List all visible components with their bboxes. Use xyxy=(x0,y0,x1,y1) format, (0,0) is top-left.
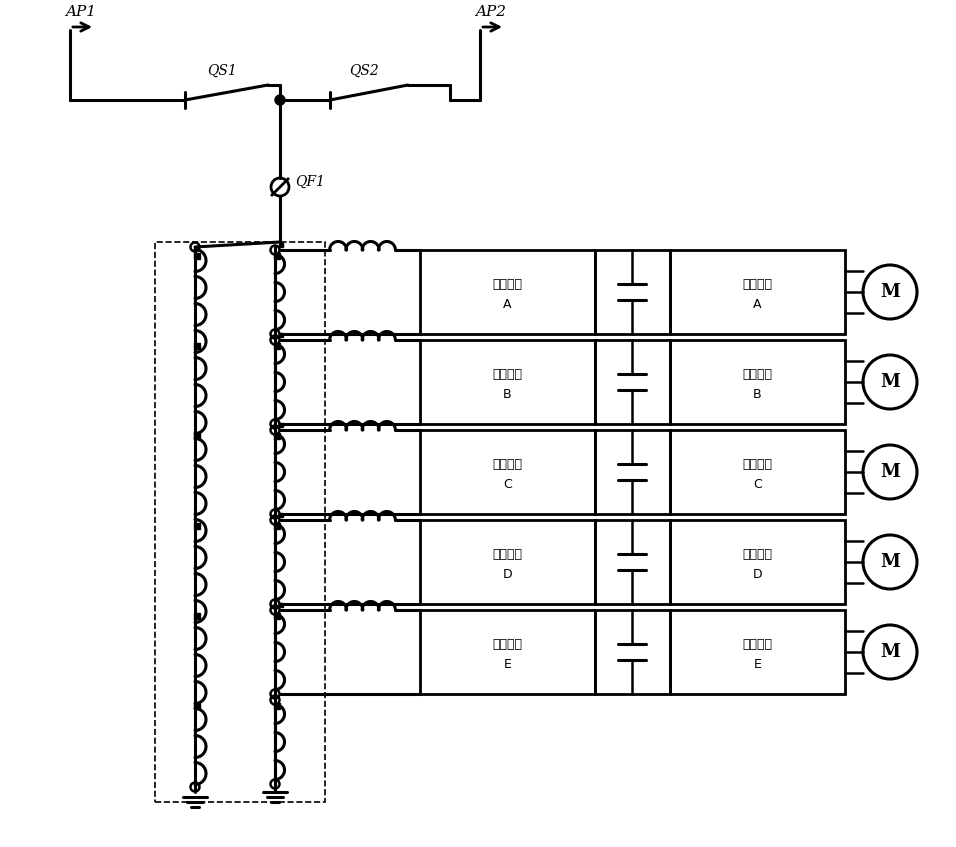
Bar xyxy=(420,610,595,694)
Text: D: D xyxy=(752,567,762,580)
Bar xyxy=(670,430,845,514)
Bar xyxy=(420,340,595,424)
Text: M: M xyxy=(880,643,900,661)
Bar xyxy=(670,610,845,694)
Bar xyxy=(155,242,325,802)
Bar xyxy=(595,340,670,424)
Bar xyxy=(420,430,595,514)
Text: E: E xyxy=(504,657,511,671)
Bar xyxy=(670,340,845,424)
Text: 逆变单元: 逆变单元 xyxy=(743,368,772,380)
Text: M: M xyxy=(880,553,900,571)
Text: AP2: AP2 xyxy=(475,5,506,19)
Bar xyxy=(420,250,595,334)
Text: M: M xyxy=(880,373,900,391)
Text: D: D xyxy=(503,567,512,580)
Text: AP1: AP1 xyxy=(65,5,96,19)
Bar xyxy=(595,610,670,694)
Text: QS2: QS2 xyxy=(349,64,379,78)
Bar xyxy=(420,520,595,604)
Text: B: B xyxy=(753,387,762,401)
Circle shape xyxy=(275,95,285,105)
Text: C: C xyxy=(503,478,511,490)
Text: 整流单元: 整流单元 xyxy=(492,368,523,380)
Bar xyxy=(670,520,845,604)
Text: QS1: QS1 xyxy=(207,64,237,78)
Text: 整流单元: 整流单元 xyxy=(492,638,523,650)
Bar xyxy=(595,430,670,514)
Text: A: A xyxy=(753,297,762,311)
Bar xyxy=(670,250,845,334)
Text: C: C xyxy=(753,478,762,490)
Text: 整流单元: 整流单元 xyxy=(492,457,523,470)
Text: 逆变单元: 逆变单元 xyxy=(743,457,772,470)
Text: E: E xyxy=(753,657,761,671)
Text: 逆变单元: 逆变单元 xyxy=(743,278,772,291)
Text: M: M xyxy=(880,283,900,301)
Bar xyxy=(595,520,670,604)
Text: 逆变单元: 逆变单元 xyxy=(743,638,772,650)
Text: QF1: QF1 xyxy=(295,175,325,189)
Text: 逆变单元: 逆变单元 xyxy=(743,547,772,561)
Bar xyxy=(595,250,670,334)
Text: B: B xyxy=(503,387,511,401)
Text: M: M xyxy=(880,463,900,481)
Text: A: A xyxy=(503,297,511,311)
Text: 整流单元: 整流单元 xyxy=(492,547,523,561)
Text: 整流单元: 整流单元 xyxy=(492,278,523,291)
